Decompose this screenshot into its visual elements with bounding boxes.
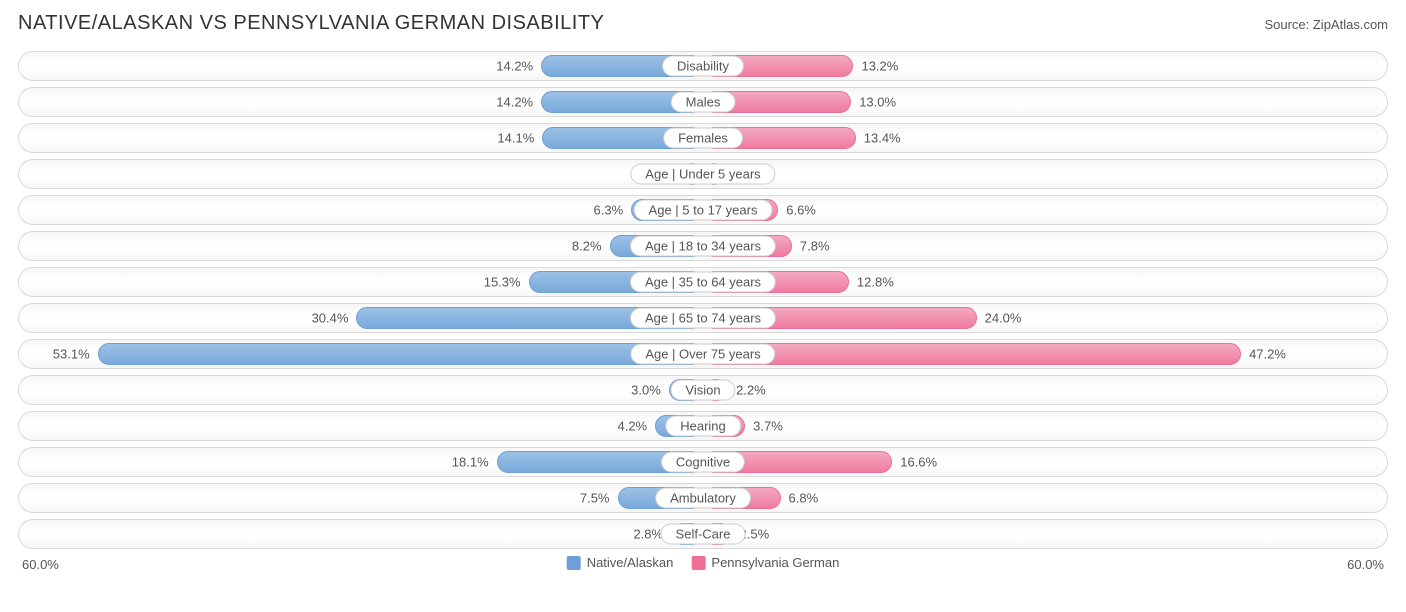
- category-label: Age | Over 75 years: [630, 344, 775, 365]
- category-label: Ambulatory: [655, 488, 751, 509]
- value-right: 47.2%: [1249, 347, 1286, 362]
- category-label: Males: [671, 92, 736, 113]
- legend-item-left: Native/Alaskan: [567, 555, 674, 570]
- legend-swatch-right: [691, 556, 705, 570]
- chart-row: 53.1% 47.2% Age | Over 75 years: [18, 339, 1388, 369]
- value-right: 3.7%: [753, 419, 783, 434]
- value-right: 12.8%: [857, 275, 894, 290]
- chart-row: 18.1% 16.6% Cognitive: [18, 447, 1388, 477]
- value-left: 14.2%: [496, 95, 533, 110]
- value-right: 6.8%: [789, 491, 819, 506]
- header: NATIVE/ALASKAN VS PENNSYLVANIA GERMAN DI…: [18, 12, 1388, 35]
- chart-row: 14.1% 13.4% Females: [18, 123, 1388, 153]
- value-left: 53.1%: [53, 347, 90, 362]
- value-right: 24.0%: [985, 311, 1022, 326]
- value-right: 2.2%: [736, 383, 766, 398]
- chart-row: 8.2% 7.8% Age | 18 to 34 years: [18, 231, 1388, 261]
- chart-row: 30.4% 24.0% Age | 65 to 74 years: [18, 303, 1388, 333]
- chart-row: 15.3% 12.8% Age | 35 to 64 years: [18, 267, 1388, 297]
- chart-row: 2.8%2.5%Self-Care: [18, 519, 1388, 549]
- diverging-bar-chart: 14.2% 13.2% Disability 14.2% 13.0% Males 14.1%…: [18, 51, 1388, 549]
- category-label: Cognitive: [661, 452, 745, 473]
- value-left: 14.2%: [496, 59, 533, 74]
- value-left: 2.8%: [633, 527, 663, 542]
- value-left: 8.2%: [572, 239, 602, 254]
- chart-row: 7.5% 6.8% Ambulatory: [18, 483, 1388, 513]
- category-label: Hearing: [665, 416, 741, 437]
- value-left: 6.3%: [594, 203, 624, 218]
- value-left: 14.1%: [497, 131, 534, 146]
- category-label: Age | 35 to 64 years: [630, 272, 776, 293]
- bar-left: [98, 343, 703, 365]
- category-label: Age | 18 to 34 years: [630, 236, 776, 257]
- category-label: Vision: [670, 380, 735, 401]
- source-attribution: Source: ZipAtlas.com: [1264, 17, 1388, 32]
- chart-row: 3.0% 2.2%Vision: [18, 375, 1388, 405]
- category-label: Disability: [662, 56, 744, 77]
- chart-row: 6.3% 6.6% Age | 5 to 17 years: [18, 195, 1388, 225]
- chart-row: 14.2% 13.0% Males: [18, 87, 1388, 117]
- value-left: 4.2%: [617, 419, 647, 434]
- legend-swatch-left: [567, 556, 581, 570]
- value-right: 13.2%: [861, 59, 898, 74]
- chart-row: 14.2% 13.2% Disability: [18, 51, 1388, 81]
- axis-max-right: 60.0%: [1347, 557, 1384, 572]
- value-left: 30.4%: [312, 311, 349, 326]
- category-label: Age | 65 to 74 years: [630, 308, 776, 329]
- legend-item-right: Pennsylvania German: [691, 555, 839, 570]
- category-label: Females: [663, 128, 743, 149]
- legend-label-left: Native/Alaskan: [587, 555, 674, 570]
- bar-right: [703, 343, 1241, 365]
- chart-footer: 60.0% Native/Alaskan Pennsylvania German…: [18, 555, 1388, 579]
- value-right: 13.4%: [864, 131, 901, 146]
- chart-row: 1.9%1.9%Age | Under 5 years: [18, 159, 1388, 189]
- value-right: 6.6%: [786, 203, 816, 218]
- category-label: Self-Care: [661, 524, 746, 545]
- value-right: 13.0%: [859, 95, 896, 110]
- legend: Native/Alaskan Pennsylvania German: [567, 555, 840, 570]
- axis-max-left: 60.0%: [22, 557, 59, 572]
- value-left: 15.3%: [484, 275, 521, 290]
- value-right: 16.6%: [900, 455, 937, 470]
- legend-label-right: Pennsylvania German: [711, 555, 839, 570]
- category-label: Age | 5 to 17 years: [634, 200, 773, 221]
- category-label: Age | Under 5 years: [630, 164, 775, 185]
- value-left: 7.5%: [580, 491, 610, 506]
- chart-row: 4.2% 3.7% Hearing: [18, 411, 1388, 441]
- chart-title: NATIVE/ALASKAN VS PENNSYLVANIA GERMAN DI…: [18, 12, 604, 35]
- value-left: 3.0%: [631, 383, 661, 398]
- value-left: 18.1%: [452, 455, 489, 470]
- value-right: 7.8%: [800, 239, 830, 254]
